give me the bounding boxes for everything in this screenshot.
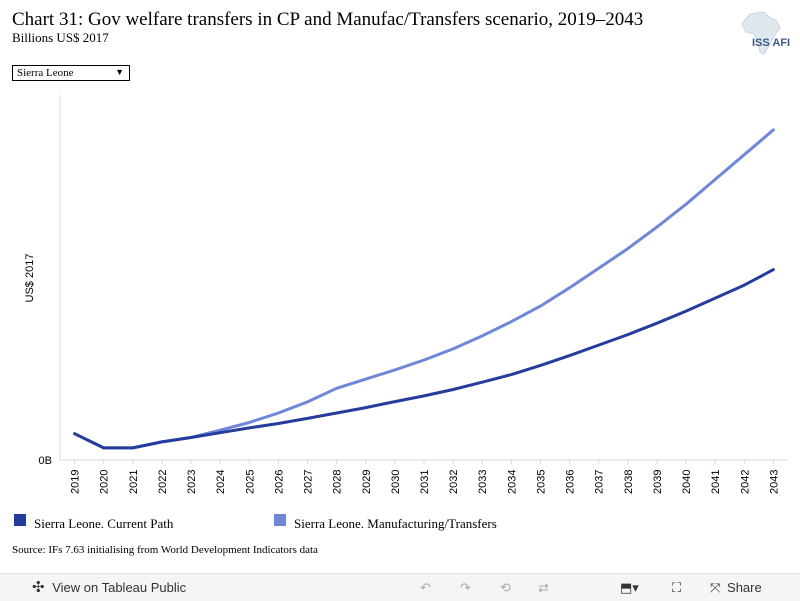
x-tick-label: 2029	[361, 470, 373, 494]
x-tick-label: 2020	[99, 470, 111, 494]
x-tick-label: 2039	[652, 470, 664, 494]
x-tick-label: 2026	[273, 470, 285, 494]
chart-subtitle: Billions US$ 2017	[12, 30, 109, 45]
fullscreen-icon[interactable]: ⛶	[672, 580, 682, 595]
y-tick-label: 0B	[39, 455, 52, 467]
source-note: Source: IFs 7.63 initialising from World…	[12, 544, 318, 556]
revert-icon[interactable]: ⟲	[500, 580, 511, 595]
share-button[interactable]: ⤧ Share	[710, 578, 762, 598]
x-tick-label: 2040	[681, 470, 693, 494]
x-tick-label: 2036	[565, 470, 577, 494]
x-tick-label: 2027	[303, 470, 315, 494]
x-tick-label: 2038	[623, 470, 635, 494]
y-axis-title: US$ 2017	[24, 254, 36, 303]
x-tick-label: 2041	[710, 470, 722, 494]
legend-label-manufacturing-transfers: Sierra Leone. Manufacturing/Transfers	[294, 516, 497, 531]
country-dropdown[interactable]: Sierra Leone ▼	[12, 65, 130, 81]
x-tick-label: 2030	[390, 470, 402, 494]
x-tick-label: 2028	[332, 470, 344, 494]
share-label: Share	[727, 580, 762, 595]
x-tick-label: 2043	[768, 470, 780, 494]
x-tick-label: 2037	[594, 470, 606, 494]
refresh-icon[interactable]: ⇄	[538, 580, 549, 595]
x-tick-label: 2021	[128, 470, 140, 494]
redo-icon[interactable]: ↷	[460, 580, 471, 595]
x-tick-label: 2023	[186, 470, 198, 494]
legend-label-current-path: Sierra Leone. Current Path	[34, 516, 174, 531]
x-tick-label: 2034	[506, 470, 518, 494]
line-chart: US$ 2017 0B 2019 2020 2021 2022 2023 2024 2025 20…	[24, 95, 788, 494]
series-line-current-path[interactable]	[73, 268, 775, 450]
dropdown-arrow-icon: ▼	[115, 67, 124, 77]
x-tick-label: 2019	[70, 470, 82, 494]
tableau-logo-icon: ✣	[32, 579, 45, 596]
download-icon[interactable]: ⬒▾	[620, 580, 639, 595]
chart-title: Chart 31: Gov welfare transfers in CP an…	[12, 9, 644, 30]
undo-icon[interactable]: ↶	[420, 580, 431, 595]
iss-africa-logo: ISS AFI	[730, 10, 794, 56]
legend-swatch-manufacturing-transfers	[274, 514, 286, 526]
x-tick-label: 2031	[419, 470, 431, 494]
x-tick-label: 2032	[448, 470, 460, 494]
tableau-view-button[interactable]: ✣ View on Tableau Public	[32, 578, 186, 598]
share-icon: ⤧	[710, 580, 721, 595]
x-tick-label: 2024	[215, 470, 227, 494]
tableau-toolbar: ✣ View on Tableau Public ↶ ↷ ⟲ ⇄ ⬒▾ ⛶ ⤧ …	[0, 573, 800, 601]
series-line-manufacturing-transfers[interactable]	[73, 128, 775, 450]
view-on-tableau-label: View on Tableau Public	[52, 580, 187, 595]
logo-text: ISS AFI	[752, 37, 790, 49]
x-tick-label: 2035	[535, 470, 547, 494]
x-tick-label: 2025	[244, 470, 256, 494]
x-tick-label: 2033	[477, 470, 489, 494]
x-tick-label: 2022	[157, 470, 169, 494]
x-tick-label: 2042	[739, 470, 751, 494]
legend-swatch-current-path	[14, 514, 26, 526]
country-dropdown-value: Sierra Leone	[17, 67, 74, 79]
